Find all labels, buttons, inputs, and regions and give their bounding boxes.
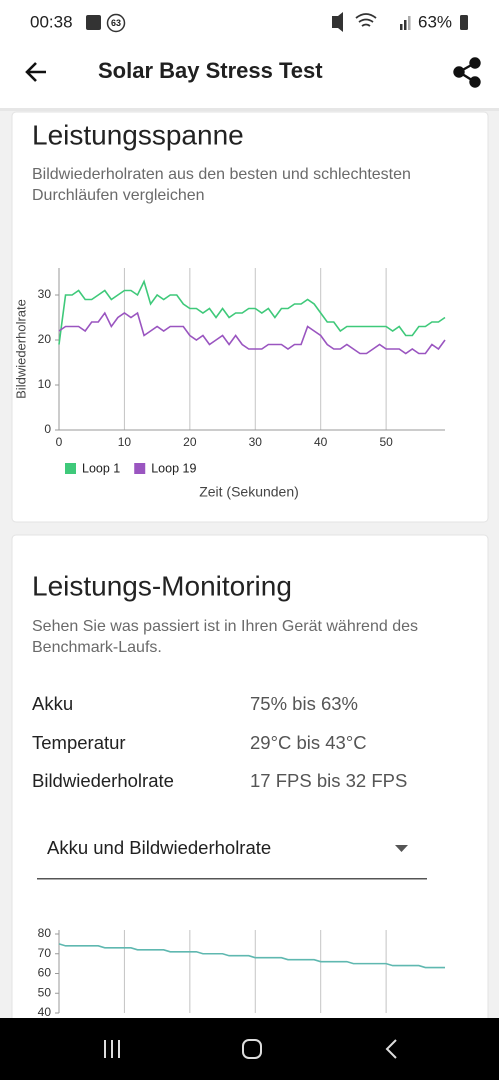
nav-bar (0, 1018, 499, 1080)
y-tick-label: 60 (38, 966, 52, 980)
chart: 40 50 60 70 80 (38, 926, 445, 1019)
signal-bar (408, 16, 411, 30)
top-area (0, 0, 499, 108)
gallery-icon (86, 15, 101, 30)
wifi-icon (355, 13, 377, 27)
dropdown-underline (37, 878, 427, 880)
card-description: Sehen Sie was passiert ist in Ihren Gerä… (32, 618, 418, 635)
legend-swatch (134, 463, 146, 474)
legend-label: Loop 1 (82, 461, 120, 475)
signal-bar (400, 24, 403, 30)
row-value: 17 FPS bis 32 FPS (250, 770, 407, 791)
x-tick-label: 10 (118, 435, 132, 449)
battery-icon (460, 15, 468, 30)
data-line (58, 943, 445, 969)
card-title: Leistungsspanne (32, 119, 244, 150)
back-button[interactable] (25, 62, 46, 82)
card (11, 111, 489, 523)
legend-label: Loop 19 (151, 461, 196, 475)
dropdown-text: Akku und Bildwiederholrate (47, 837, 271, 858)
x-tick-label: 0 (56, 435, 63, 449)
y-axis-label: Bildwiederholrate (13, 299, 28, 399)
y-tick-label: 70 (38, 946, 52, 960)
mute-icon (332, 12, 343, 32)
card (11, 534, 489, 1076)
data-line (58, 311, 446, 355)
y-tick-label: 10 (38, 377, 52, 391)
card-description: Durchläufen vergleichen (32, 187, 205, 204)
share-lines (456, 61, 476, 84)
row-value: 75% bis 63% (250, 693, 358, 714)
y-tick-label: 80 (38, 926, 52, 940)
row-label: Bildwiederholrate (32, 770, 174, 791)
data-line (58, 279, 446, 345)
badge: 63 (111, 18, 121, 28)
signal-bar (404, 20, 407, 30)
clock: 00:38 (30, 12, 73, 31)
y-tick-label: 50 (38, 985, 52, 999)
badge-circle (106, 13, 126, 33)
row-label: Akku (32, 693, 73, 714)
recents-button[interactable] (104, 1040, 120, 1058)
share-button[interactable] (453, 57, 481, 88)
dropdown[interactable]: Akku und Bildwiederholrate (37, 837, 427, 880)
row-value: 29°C bis 43°C (250, 732, 367, 753)
app-bar-shadow (0, 108, 499, 111)
x-tick-label: 40 (314, 435, 328, 449)
app-title: Solar Bay Stress Test (98, 58, 323, 83)
card-title: Leistungs-Monitoring (32, 570, 292, 601)
battery-text: 63% (418, 12, 452, 31)
home-button[interactable] (242, 1039, 262, 1059)
x-axis-label: Zeit (Sekunden) (199, 484, 299, 500)
x-tick-label: 30 (249, 435, 263, 449)
back-nav-button[interactable] (385, 1039, 397, 1059)
legend-swatch (65, 463, 76, 474)
y-tick-label: 30 (38, 287, 52, 301)
row-label: Temperatur (32, 732, 126, 753)
y-tick-label: 20 (38, 332, 52, 346)
chart: 0 10 20 30 40 50 0 10 20 30 Zeit (Sekunden) Bildwie… (13, 268, 446, 500)
y-tick-label: 40 (38, 1005, 52, 1019)
x-tick-label: 20 (183, 435, 197, 449)
dropdown-arrow (395, 845, 408, 852)
y-tick-label: 0 (44, 422, 51, 436)
card-description: Bildwiederholraten aus den besten und sc… (32, 166, 411, 183)
card-description: Benchmark-Laufs. (32, 639, 162, 656)
x-tick-label: 50 (379, 435, 393, 449)
